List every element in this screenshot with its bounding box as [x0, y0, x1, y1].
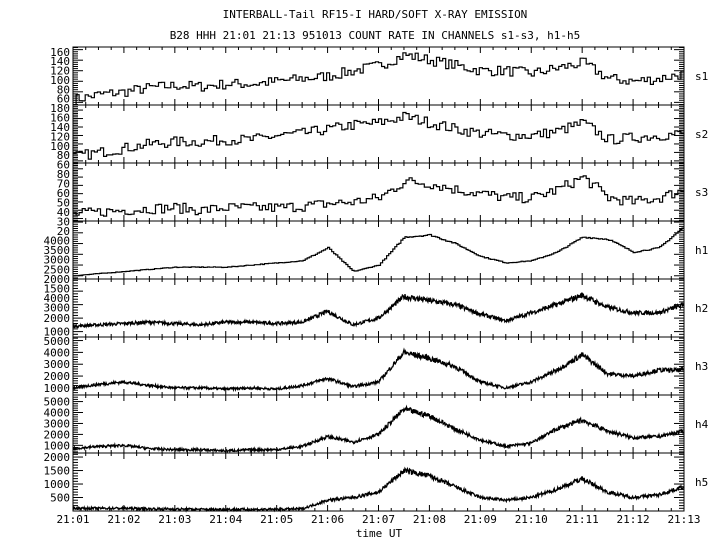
channel-label: h2 [695, 302, 708, 315]
panel-frame [72, 278, 685, 338]
y-tick-label: 120 [50, 65, 70, 78]
channel-label: h4 [695, 418, 709, 431]
y-tick-label: 100 [50, 74, 70, 87]
panel-s3: s3 [72, 162, 708, 222]
y-tick-label: 50 [57, 197, 70, 210]
series-h2 [72, 292, 685, 329]
y-tick-label: 2000 [44, 451, 71, 464]
y-tick-label: 1000 [44, 478, 71, 491]
y-tick-label: 140 [50, 121, 70, 134]
panel-h5: h5 [72, 452, 708, 513]
y-tick-label: 2000 [44, 312, 71, 325]
series-h4 [72, 404, 684, 454]
channel-label: h1 [695, 244, 708, 257]
x-tick-label: 21:05 [260, 513, 293, 526]
x-tick-label: 21:13 [667, 513, 700, 526]
y-tick-label: 4000 [44, 235, 71, 248]
y-tick-label: 80 [57, 83, 70, 96]
y-tick-label: 1000 [44, 325, 71, 338]
y-tick-label: 60 [57, 187, 70, 200]
y-tick-label: 500 [50, 492, 70, 505]
panel-frame [72, 220, 685, 280]
x-tick-label: 21:11 [566, 513, 599, 526]
y-tick-label: 1500 [44, 282, 71, 295]
channel-label: s2 [695, 128, 708, 141]
series-h3 [72, 347, 684, 393]
y-tick-label: 1500 [44, 465, 71, 478]
channel-label: s1 [695, 70, 708, 83]
x-tick-label: 21:12 [617, 513, 650, 526]
panel-h1: h1 [72, 220, 708, 280]
x-tick-label: 21:02 [107, 513, 140, 526]
channel-label: h5 [695, 476, 708, 489]
x-tick-label: 21:08 [413, 513, 446, 526]
channel-label: h3 [695, 360, 708, 373]
y-tick-label: 140 [50, 55, 70, 68]
chart-title: INTERBALL-Tail RF15-I HARD/SOFT X-RAY EM… [223, 8, 528, 21]
y-tick-label: 30 [57, 216, 70, 229]
panel-h2: h2 [72, 278, 708, 338]
series-s1 [73, 52, 684, 106]
x-tick-label: 21:09 [464, 513, 497, 526]
y-tick-label: 160 [50, 46, 70, 59]
y-tick-label: 3000 [44, 254, 71, 267]
y-tick-label: 180 [50, 102, 70, 115]
y-tick-label: 20 [57, 225, 70, 238]
y-tick-label: 3000 [44, 418, 71, 431]
panel-h4: h4 [72, 394, 709, 454]
series-h5 [72, 466, 685, 513]
panel-s2: s2 [72, 104, 708, 164]
x-tick-label: 21:04 [209, 513, 242, 526]
y-tick-label: 4000 [44, 407, 71, 420]
channel-label: s3 [695, 186, 708, 199]
y-tick-label: 4000 [44, 292, 71, 305]
chart-subtitle: B28 HHH 21:01 21:13 951013 COUNT RATE IN… [170, 29, 581, 42]
y-tick-label: 2500 [44, 263, 71, 276]
y-tick-label: 60 [57, 93, 70, 106]
y-tick-label: 80 [57, 168, 70, 181]
y-tick-label: 60 [57, 159, 70, 172]
y-tick-label: 2000 [44, 273, 71, 286]
y-tick-label: 3000 [44, 302, 71, 315]
y-tick-label: 100 [50, 140, 70, 153]
y-tick-label: 70 [57, 178, 70, 191]
x-tick-label: 21:10 [515, 513, 548, 526]
y-tick-label: 120 [50, 130, 70, 143]
y-tick-label: 4000 [44, 346, 71, 359]
panel-frame [72, 46, 685, 106]
y-tick-label: 3500 [44, 244, 71, 257]
x-tick-label: 21:01 [56, 513, 89, 526]
panel-frame [72, 104, 685, 164]
y-tick-label: 1000 [44, 439, 71, 452]
y-tick-label: 2000 [44, 370, 71, 383]
series-s2 [73, 111, 684, 160]
y-tick-label: 3000 [44, 358, 71, 371]
y-tick-label: 5000 [44, 335, 71, 348]
y-tick-label: 40 [57, 206, 70, 219]
x-tick-label: 21:06 [311, 513, 344, 526]
x-tick-label: 21:03 [158, 513, 191, 526]
panel-s1: s1 [72, 46, 708, 106]
y-tick-label: 5000 [44, 396, 71, 409]
y-tick-label: 2000 [44, 428, 71, 441]
panel-h3: h3 [72, 336, 708, 396]
x-axis-label: time UT [356, 527, 403, 540]
series-h1 [73, 227, 684, 277]
series-s3 [73, 175, 684, 217]
panel-frame [72, 394, 685, 454]
y-tick-label: 160 [50, 112, 70, 125]
y-tick-label: 80 [57, 149, 70, 162]
y-tick-label: 1000 [44, 382, 71, 395]
x-tick-label: 21:07 [362, 513, 395, 526]
